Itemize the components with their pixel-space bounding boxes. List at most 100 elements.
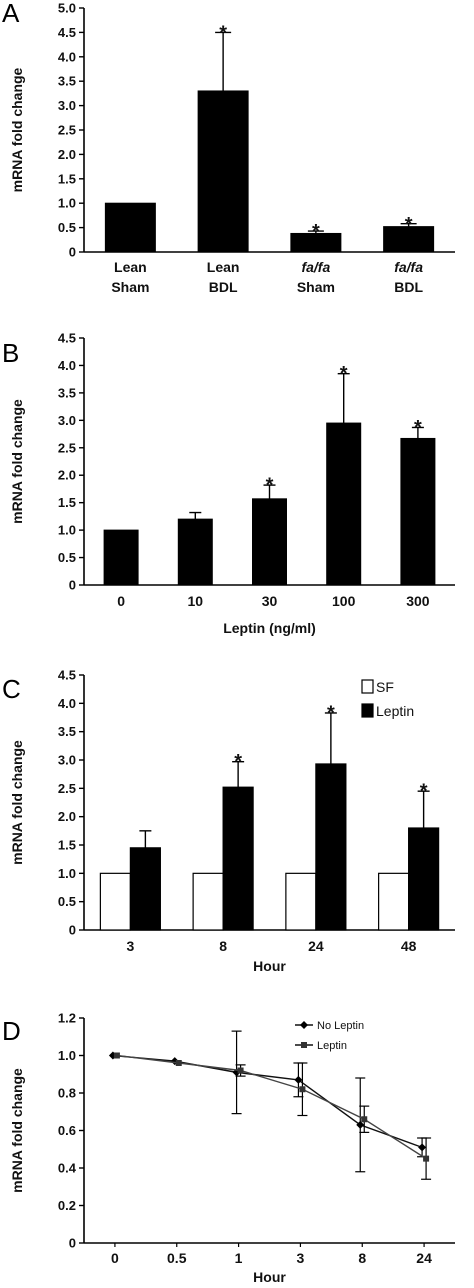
category-label: Lean xyxy=(207,259,240,275)
legend-label: No Leptin xyxy=(317,1020,364,1032)
series-line xyxy=(116,1054,427,1160)
y-tick-label: 1.0 xyxy=(58,1048,76,1063)
bar xyxy=(378,872,410,931)
y-tick-label: 0.8 xyxy=(58,1086,76,1101)
y-tick-label: 3.5 xyxy=(58,74,76,89)
bar xyxy=(315,763,347,931)
significance-star: * xyxy=(420,781,428,803)
bar xyxy=(408,827,440,931)
bar xyxy=(129,847,161,931)
category-label: 30 xyxy=(262,593,278,609)
y-tick-label: 3.0 xyxy=(58,413,76,428)
x-tick-label: 8 xyxy=(358,1250,366,1266)
y-tick-label: 1.5 xyxy=(58,495,76,510)
y-tick-label: 1.0 xyxy=(58,866,76,881)
x-tick-label: 1 xyxy=(235,1250,243,1266)
y-tick-label: 2.5 xyxy=(58,123,76,138)
y-tick-label: 0.4 xyxy=(58,1161,77,1176)
category-label: Sham xyxy=(111,279,149,295)
category-label: 8 xyxy=(219,938,227,954)
category-label: 0 xyxy=(117,593,125,609)
y-tick-label: 0 xyxy=(69,245,76,260)
y-axis-label: mRNA fold change xyxy=(9,67,25,192)
y-tick-label: 2.0 xyxy=(58,147,76,162)
significance-star: * xyxy=(234,751,242,773)
panel-letter: C xyxy=(2,674,21,704)
significance-star: * xyxy=(327,702,335,724)
category-label: 3 xyxy=(126,938,134,954)
y-tick-label: 4.0 xyxy=(58,358,76,373)
category-label: Lean xyxy=(114,259,147,275)
data-point xyxy=(356,1120,365,1129)
y-tick-label: 4.0 xyxy=(58,696,76,711)
panel-letter: A xyxy=(2,0,20,28)
x-axis-label: Hour xyxy=(253,1269,286,1285)
y-tick-label: 0 xyxy=(69,578,76,593)
data-point xyxy=(294,1075,303,1084)
y-tick-label: 1.5 xyxy=(58,171,76,186)
legend-label: Leptin xyxy=(376,703,414,719)
category-label: BDL xyxy=(209,279,238,295)
significance-star: * xyxy=(405,214,413,236)
y-tick-label: 0.2 xyxy=(58,1198,76,1213)
bar xyxy=(192,872,224,931)
y-tick-label: 1.0 xyxy=(58,523,76,538)
category-label: 10 xyxy=(188,593,204,609)
y-tick-label: 3.5 xyxy=(58,385,76,400)
category-label: 100 xyxy=(332,593,356,609)
y-axis-label: mRNA fold change xyxy=(9,399,25,524)
bar xyxy=(285,872,317,931)
x-axis-label: Hour xyxy=(253,958,286,974)
y-tick-label: 0.5 xyxy=(58,550,76,565)
legend-marker xyxy=(301,1042,307,1048)
y-tick-label: 2.5 xyxy=(58,440,76,455)
y-tick-label: 0.5 xyxy=(58,220,76,235)
y-tick-label: 4.5 xyxy=(58,25,76,40)
category-label: BDL xyxy=(394,279,423,295)
legend-label: SF xyxy=(376,679,394,695)
x-tick-label: 3 xyxy=(297,1250,305,1266)
y-tick-label: 0 xyxy=(69,1236,76,1251)
legend-label: Leptin xyxy=(317,1040,347,1052)
data-point xyxy=(299,1086,306,1093)
data-point xyxy=(423,1155,430,1162)
bar xyxy=(222,786,254,931)
y-tick-label: 0.5 xyxy=(58,894,76,909)
data-point xyxy=(113,1052,120,1059)
panel-letter: B xyxy=(2,338,19,368)
category-label: fa/fa xyxy=(394,259,423,275)
bar xyxy=(197,90,249,253)
y-tick-label: 2.5 xyxy=(58,781,76,796)
y-tick-label: 4.5 xyxy=(58,668,76,683)
bar xyxy=(177,518,213,586)
bar xyxy=(99,872,131,931)
panel-letter: D xyxy=(2,1016,21,1046)
significance-star: * xyxy=(312,221,320,243)
category-label: 300 xyxy=(406,593,430,609)
legend-swatch xyxy=(361,703,374,718)
bar xyxy=(252,498,287,586)
bar xyxy=(400,437,436,586)
significance-star: * xyxy=(219,23,227,45)
significance-star: * xyxy=(340,363,348,385)
x-tick-label: 24 xyxy=(416,1250,432,1266)
category-label: Sham xyxy=(297,279,335,295)
y-tick-label: 4.5 xyxy=(58,331,76,346)
bar xyxy=(326,422,362,586)
category-label: fa/fa xyxy=(301,259,330,275)
y-tick-label: 4.0 xyxy=(58,49,76,64)
significance-star: * xyxy=(414,417,422,439)
y-axis-label: mRNA fold change xyxy=(9,740,25,865)
category-label: 48 xyxy=(401,938,417,954)
data-point xyxy=(361,1116,368,1123)
x-tick-label: 0.5 xyxy=(167,1250,187,1266)
category-label: 24 xyxy=(308,938,324,954)
y-axis-label: mRNA fold change xyxy=(9,1068,25,1193)
legend-swatch xyxy=(361,679,374,694)
bar xyxy=(383,226,435,253)
legend-marker xyxy=(300,1021,308,1029)
y-tick-label: 1.0 xyxy=(58,196,76,211)
data-point xyxy=(175,1060,182,1066)
y-tick-label: 3.0 xyxy=(58,98,76,113)
